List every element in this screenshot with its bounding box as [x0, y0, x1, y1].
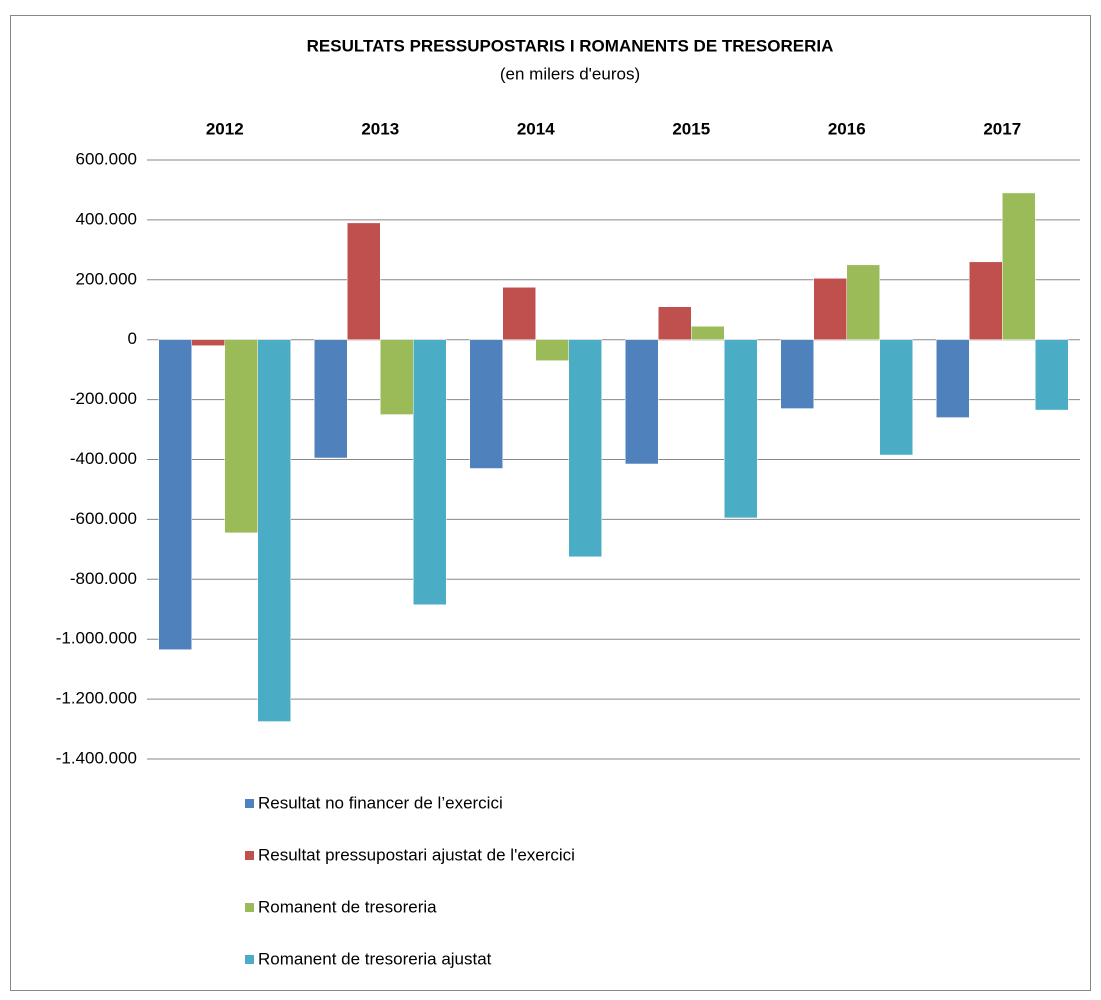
y-tick-label: -400.000 — [70, 449, 137, 468]
bar — [469, 339, 503, 469]
y-tick-label: -1.200.000 — [56, 689, 137, 708]
category-label: 2017 — [983, 119, 1021, 138]
y-tick-label: 200.000 — [76, 269, 137, 288]
bar — [314, 339, 348, 459]
bar — [380, 339, 414, 415]
category-label: 2014 — [517, 119, 555, 138]
y-tick-label: -600.000 — [70, 509, 137, 528]
legend-label: Romanent de tresoreria — [258, 897, 437, 916]
legend-swatch — [245, 955, 254, 964]
chart-title: RESULTATS PRESSUPOSTARIS I ROMANENTS DE … — [307, 36, 834, 55]
bar — [691, 325, 725, 340]
bar — [969, 261, 1003, 340]
bar — [568, 339, 602, 558]
chart-subtitle: (en milers d'euros) — [500, 64, 640, 83]
bar — [413, 339, 447, 606]
bar — [1035, 339, 1069, 411]
legend-swatch — [245, 851, 254, 860]
category-label: 2016 — [828, 119, 866, 138]
bar — [879, 339, 913, 456]
category-label: 2012 — [206, 119, 244, 138]
bar — [936, 339, 970, 418]
bar — [535, 339, 569, 361]
bar — [224, 339, 258, 534]
y-tick-label: -1.400.000 — [56, 748, 137, 767]
y-tick-label: 0 — [128, 329, 137, 348]
y-tick-label: -1.000.000 — [56, 629, 137, 648]
bar — [502, 287, 536, 340]
legend-swatch — [245, 799, 254, 808]
bar — [1002, 192, 1036, 340]
bar — [658, 306, 692, 340]
category-label: 2015 — [672, 119, 710, 138]
bar — [780, 339, 814, 409]
bar — [257, 339, 291, 722]
legend-label: Resultat pressupostari ajustat de l'exer… — [258, 845, 575, 864]
y-tick-label: 400.000 — [76, 209, 137, 228]
bar — [158, 339, 192, 650]
y-tick-label: -200.000 — [70, 389, 137, 408]
category-label: 2013 — [361, 119, 399, 138]
y-tick-label: 600.000 — [76, 149, 137, 168]
bar — [347, 222, 381, 340]
legend-label: Resultat no financer de l’exercici — [258, 793, 503, 812]
bar — [813, 278, 847, 340]
bar — [724, 339, 758, 519]
legend-label: Romanent de tresoreria ajustat — [258, 949, 492, 968]
y-tick-label: -800.000 — [70, 569, 137, 588]
bar — [625, 339, 659, 465]
legend-swatch — [245, 903, 254, 912]
bar — [191, 339, 225, 346]
bar — [846, 264, 880, 340]
